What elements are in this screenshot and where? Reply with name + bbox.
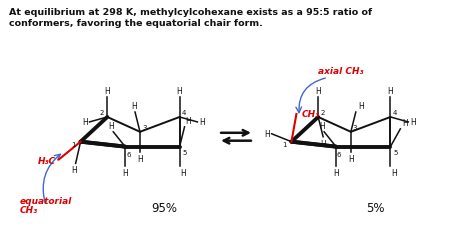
Text: H₃C: H₃C <box>38 156 56 165</box>
Text: 1: 1 <box>71 141 76 147</box>
Text: 6: 6 <box>337 151 341 157</box>
Text: CH₃: CH₃ <box>19 205 37 214</box>
Text: H: H <box>315 87 321 96</box>
Text: H: H <box>319 121 325 130</box>
Text: H: H <box>137 154 143 163</box>
Text: H: H <box>181 169 186 178</box>
Text: H: H <box>82 118 88 127</box>
Text: 5: 5 <box>393 149 398 155</box>
Text: H: H <box>71 166 76 175</box>
Text: 6: 6 <box>126 151 131 157</box>
Text: 3: 3 <box>142 124 146 130</box>
Text: 4: 4 <box>392 109 397 116</box>
Text: H: H <box>200 118 205 127</box>
Text: 2: 2 <box>320 109 325 116</box>
Text: H: H <box>402 118 408 127</box>
Text: H: H <box>333 169 339 178</box>
Text: 5: 5 <box>182 149 187 155</box>
Text: H: H <box>320 139 326 148</box>
Text: H: H <box>185 116 191 125</box>
Text: 1: 1 <box>282 141 286 147</box>
Text: H: H <box>104 87 110 96</box>
Text: H: H <box>358 102 364 111</box>
Text: H: H <box>131 102 137 111</box>
Text: H: H <box>177 87 182 96</box>
Text: equatorial: equatorial <box>19 196 72 205</box>
Text: H: H <box>392 169 397 178</box>
Text: H: H <box>410 118 416 127</box>
Text: H: H <box>122 169 128 178</box>
Text: 3: 3 <box>353 124 357 130</box>
Text: H: H <box>388 87 393 96</box>
Text: H: H <box>109 121 114 130</box>
Text: H: H <box>264 130 270 139</box>
Text: 2: 2 <box>100 109 104 116</box>
Text: 95%: 95% <box>152 201 178 214</box>
Text: At equilibrium at 298 K, methylcylcohexane exists as a 95:5 ratio of
conformers,: At equilibrium at 298 K, methylcylcohexa… <box>9 8 373 27</box>
Text: H: H <box>348 154 354 163</box>
Text: CH₃: CH₃ <box>301 109 319 118</box>
Text: 5%: 5% <box>366 201 385 214</box>
Text: axial CH₃: axial CH₃ <box>318 67 364 76</box>
Text: 4: 4 <box>182 109 186 116</box>
